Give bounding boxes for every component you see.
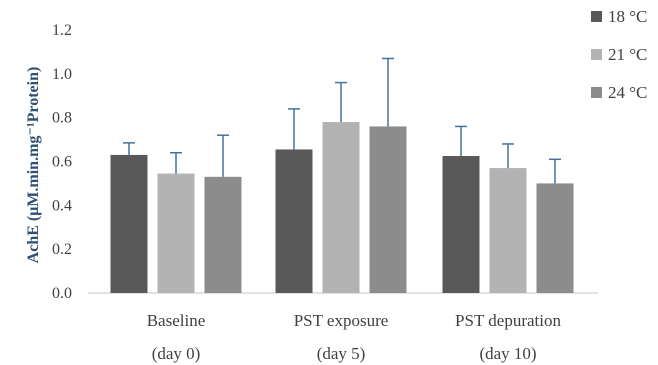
legend-swatch <box>591 11 602 22</box>
bars <box>110 122 574 293</box>
bar <box>536 183 574 293</box>
y-tick-label: 1.0 <box>52 66 72 83</box>
legend-swatch <box>591 87 602 98</box>
y-axis-label: AchE (μM.min.mg⁻¹Protein) <box>25 67 42 264</box>
y-tick-label: 1.2 <box>52 22 72 39</box>
category-label: PST depuration <box>455 311 561 330</box>
bar <box>204 176 242 293</box>
y-tick-label: 0.2 <box>52 241 72 258</box>
category-sublabel: (day 5) <box>317 344 366 363</box>
legend: 18 °C 21 °C 24 °C <box>591 7 647 102</box>
bar <box>489 168 527 293</box>
bar <box>157 173 195 293</box>
category-label: Baseline <box>147 311 206 330</box>
y-tick-label: 0.4 <box>52 197 72 214</box>
bar <box>322 122 360 293</box>
bar <box>442 156 480 293</box>
y-tick-label: 0.8 <box>52 110 72 127</box>
legend-swatch <box>591 49 602 60</box>
x-axis-categories: Baseline (day 0) PST exposure (day 5) PST de… <box>147 311 562 363</box>
bar <box>275 149 313 293</box>
y-tick-label: 0.0 <box>52 285 72 302</box>
bar <box>369 126 407 293</box>
y-tick-label: 0.6 <box>52 154 72 171</box>
category-sublabel: (day 0) <box>152 344 201 363</box>
legend-label: 24 °C <box>608 83 647 102</box>
y-axis-ticks: 0.0 0.2 0.4 0.6 0.8 1.0 1.2 <box>52 22 72 302</box>
category-label: PST exposure <box>294 311 389 330</box>
legend-label: 18 °C <box>608 7 647 26</box>
error-bars <box>123 57 561 184</box>
legend-label: 21 °C <box>608 45 647 64</box>
category-sublabel: (day 10) <box>479 344 536 363</box>
bar <box>110 154 148 293</box>
